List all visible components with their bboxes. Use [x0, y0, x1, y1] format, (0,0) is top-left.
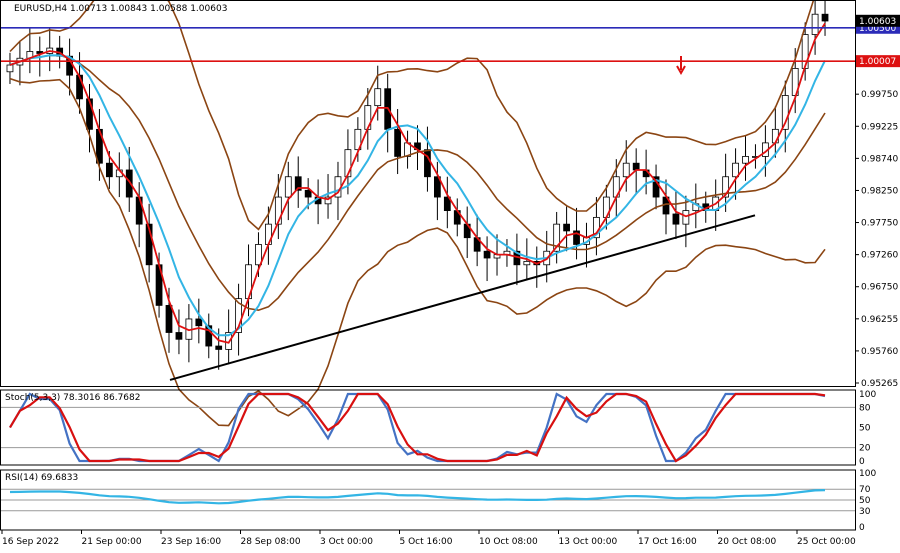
candle-body	[125, 169, 133, 198]
rsi-tick-label: 0	[859, 523, 865, 533]
price-tick-label: 0.97750	[861, 219, 898, 229]
x-tick-label: 17 Oct 16:00	[638, 537, 697, 547]
support-trendline	[169, 214, 756, 381]
price-tick-label: 0.95760	[861, 347, 898, 357]
stoch-signal-line	[9, 392, 826, 463]
candle-body	[801, 34, 809, 69]
candle-body	[483, 250, 491, 259]
rsi-frame	[0, 469, 856, 531]
level-label: 1.00007	[859, 57, 896, 67]
x-tick-label: 25 Oct 00:00	[797, 537, 856, 547]
candle-body	[622, 162, 630, 178]
candle-body	[563, 223, 570, 232]
candle-body	[274, 196, 282, 225]
candle-body	[781, 95, 789, 130]
candle-body	[722, 176, 730, 198]
candle-body	[324, 196, 332, 205]
chart-header: EURUSD,H4 1.00713 1.00843 1.00588 1.0060…	[14, 4, 227, 14]
rsi-tick-label: 100	[859, 469, 876, 479]
candle-body	[195, 318, 203, 327]
stoch-tick-label: 100	[859, 390, 876, 400]
candle-body	[672, 213, 680, 225]
candle-body	[145, 223, 153, 266]
stoch-main-line	[9, 392, 826, 463]
price-tick-label: 0.96255	[861, 315, 898, 325]
level-label: 1.00500	[859, 24, 896, 34]
x-tick-label: 13 Oct 00:00	[559, 537, 618, 547]
x-tick-label: 21 Sep 00:00	[82, 537, 142, 547]
rsi-line	[9, 489, 826, 505]
candle-body	[255, 244, 262, 266]
current-price-label: 1.00603	[859, 17, 896, 27]
stoch-tick-label: 20	[859, 444, 871, 454]
rsi-panel[interactable]	[0, 488, 855, 512]
candle-body	[573, 230, 580, 245]
candle-body	[821, 13, 829, 22]
x-tick-label: 5 Oct 16:00	[400, 537, 453, 547]
bollinger-upper	[9, 0, 815, 231]
price-frame	[0, 0, 856, 387]
candle-body	[811, 13, 819, 35]
candle-body	[433, 176, 441, 198]
current-price-badge	[856, 14, 900, 27]
price-tick-label: 0.99750	[861, 90, 898, 100]
stochastic-panel[interactable]	[0, 392, 855, 463]
rsi-label: RSI(14) 69.6833	[5, 473, 78, 483]
candle-body	[205, 325, 213, 347]
candle-body	[682, 210, 690, 225]
candle-body	[294, 176, 302, 191]
candle-body	[165, 305, 173, 333]
price-tick-label: 0.98740	[861, 154, 898, 164]
down-arrow	[676, 56, 686, 76]
bollinger-lower	[9, 77, 826, 427]
x-tick-label: 3 Oct 00:00	[320, 537, 373, 547]
rsi-tick-label: 50	[859, 496, 871, 506]
price-tick-label: 0.95265	[861, 379, 898, 389]
rsi-tick-label: 70	[859, 485, 871, 495]
price-tick-label: 0.98250	[861, 186, 898, 196]
candle-body	[215, 345, 223, 350]
price-tick-label: 0.96750	[861, 283, 898, 293]
level-badge	[856, 55, 900, 68]
x-tick-label: 28 Sep 08:00	[241, 537, 301, 547]
candle-body	[6, 64, 14, 73]
stochastic-label: Stoch(5,3,3) 78.3016 86.7682	[5, 393, 140, 403]
candle-body	[742, 156, 749, 164]
candle-body	[523, 260, 531, 266]
candle-body	[175, 332, 183, 340]
price-panel[interactable]	[0, 0, 855, 427]
price-tick-label: 0.99225	[861, 122, 898, 132]
stoch-tick-label: 80	[859, 403, 871, 413]
candle-body	[424, 149, 431, 178]
candle-body	[443, 196, 451, 212]
stoch-frame	[0, 389, 856, 466]
x-tick-label: 10 Oct 08:00	[479, 537, 538, 547]
x-tick-label: 20 Oct 08:00	[718, 537, 777, 547]
candle-body	[344, 149, 352, 178]
candle-body	[284, 176, 292, 198]
candle-body	[105, 162, 113, 178]
candle-body	[553, 223, 561, 252]
candle-body	[394, 128, 402, 157]
candle-body	[374, 88, 382, 107]
candle-body	[235, 298, 242, 333]
ema-line	[9, 54, 826, 337]
price-tick-label: 0.97260	[861, 251, 898, 261]
stoch-tick-label: 0	[859, 457, 865, 467]
x-tick-label: 23 Sep 16:00	[161, 537, 221, 547]
candle-body	[632, 162, 640, 171]
rsi-tick-label: 30	[859, 507, 871, 517]
candle-body	[304, 189, 312, 198]
x-tick-label: 16 Sep 2022	[2, 537, 59, 547]
stoch-tick-label: 50	[859, 424, 871, 434]
sma-line	[9, 22, 826, 344]
candle-body	[732, 162, 739, 178]
